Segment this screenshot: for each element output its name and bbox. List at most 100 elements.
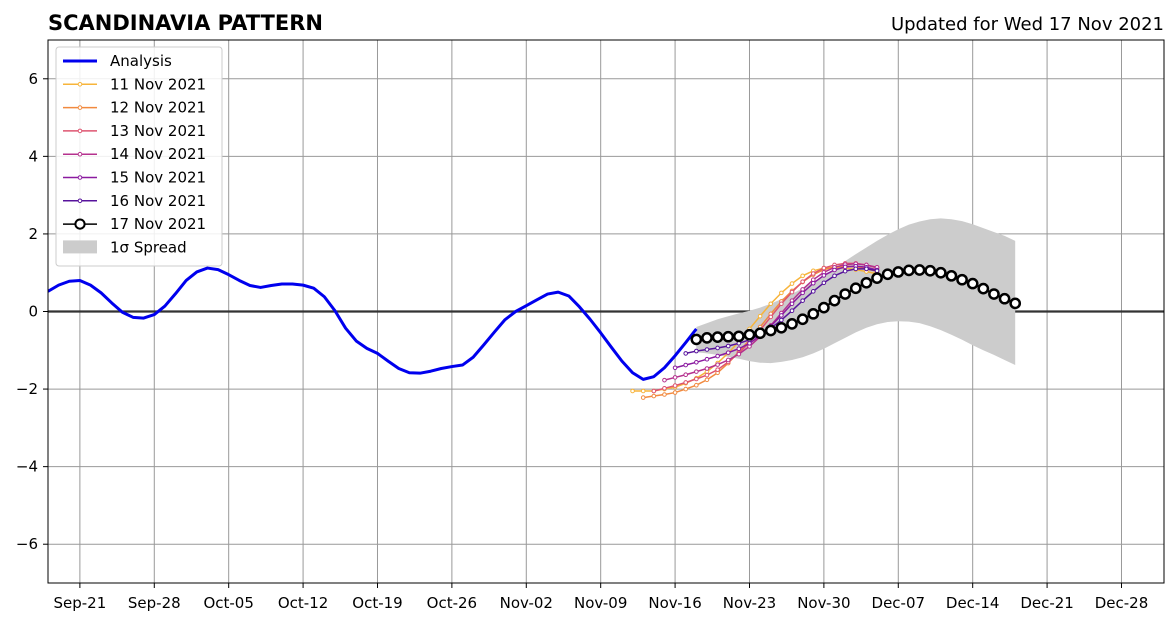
analysis-series: [48, 266, 698, 381]
current-forecast-point: [849, 282, 862, 295]
legend-item: 17 Nov 2021: [63, 215, 206, 233]
x-tick-label: Oct-12: [278, 594, 328, 612]
forecast-point: [821, 280, 827, 286]
forecast-point: [662, 385, 667, 391]
y-tick-label: −6: [16, 535, 38, 553]
forecast-point: [800, 279, 805, 284]
legend-marker: [77, 82, 83, 87]
current-forecast-point: [881, 268, 894, 281]
legend-marker: [74, 218, 86, 230]
forecast-point: [651, 393, 657, 399]
x-tick-label: Sep-28: [128, 594, 181, 612]
legend-marker: [77, 105, 83, 110]
x-tick-label: Nov-23: [723, 594, 776, 612]
forecast-point: [672, 365, 678, 371]
x-tick-label: Nov-09: [574, 594, 627, 612]
legend-label: 1σ Spread: [110, 238, 187, 256]
forecast-point: [683, 362, 689, 368]
current-forecast-point: [924, 264, 937, 277]
current-forecast-point: [786, 318, 798, 330]
current-forecast-point: [828, 294, 841, 307]
forecast-point: [683, 386, 689, 392]
forecast-point: [640, 395, 646, 400]
current-forecast-point: [966, 277, 979, 290]
current-forecast-point: [690, 333, 703, 346]
chart-title: SCANDINAVIA PATTERN: [48, 11, 323, 35]
legend-marker: [77, 151, 83, 157]
forecast-point: [789, 308, 795, 314]
x-tick-label: Dec-28: [1095, 594, 1149, 612]
forecast-point: [672, 390, 678, 395]
current-forecast-point: [775, 321, 788, 334]
forecast-line: [653, 262, 878, 392]
legend-item: 15 Nov 2021: [63, 169, 206, 187]
forecast-point: [864, 266, 869, 272]
forecast-point: [715, 367, 720, 372]
forecast-point: [789, 289, 795, 295]
legend-swatch: [63, 240, 97, 254]
current-forecast-point: [722, 330, 735, 343]
legend-item: 11 Nov 2021: [63, 75, 206, 93]
current-forecast-point: [892, 266, 905, 278]
legend-label: 15 Nov 2021: [110, 169, 206, 187]
legend-marker: [77, 198, 83, 204]
forecast-point: [736, 346, 742, 352]
forecast-point: [842, 268, 848, 274]
x-tick-label: Dec-07: [872, 594, 926, 612]
forecast-point: [683, 380, 689, 385]
forecast-point: [874, 268, 880, 274]
forecast-point: [768, 314, 774, 320]
forecast-point: [810, 271, 816, 276]
forecast-point: [704, 372, 710, 378]
forecast-point: [779, 313, 784, 318]
forecast-point: [789, 301, 795, 307]
forecast-point: [715, 353, 720, 359]
current-forecast-point: [988, 288, 1000, 300]
current-forecast-point: [754, 327, 766, 340]
plot-area: [48, 218, 1022, 400]
current-forecast-point: [839, 288, 851, 300]
legend-item: 16 Nov 2021: [63, 192, 206, 210]
forecast-point: [800, 290, 805, 296]
forecast-point: [853, 266, 859, 272]
forecast-point: [725, 350, 731, 355]
forecast-point: [779, 317, 784, 323]
legend-box: [55, 46, 223, 267]
forecast-point: [694, 360, 699, 365]
x-tick-label: Oct-26: [427, 594, 477, 612]
current-forecast-point: [945, 269, 958, 282]
legend-item: 12 Nov 2021: [63, 99, 206, 117]
current-forecast-point: [764, 324, 777, 337]
forecast-point: [704, 377, 710, 383]
x-tick-label: Nov-16: [648, 594, 701, 612]
forecast-point: [789, 281, 795, 286]
legend-label: Analysis: [110, 52, 172, 70]
current-forecast-point: [743, 328, 756, 341]
forecast-point: [694, 348, 699, 354]
forecast-point: [630, 388, 635, 394]
forecast-point: [842, 264, 848, 270]
analysis-line: [48, 266, 698, 381]
forecast-point: [725, 343, 731, 349]
y-tick-label: 6: [28, 70, 38, 88]
forecast-point: [662, 377, 667, 383]
legend-item: 1σ Spread: [63, 238, 187, 256]
forecast-point: [715, 345, 720, 351]
forecast-point: [757, 313, 763, 319]
forecast-point: [640, 388, 646, 394]
forecast-point: [821, 273, 827, 278]
current-forecast-point: [998, 292, 1011, 305]
x-tick-label: Nov-02: [500, 594, 553, 612]
forecast-point: [821, 265, 827, 271]
x-tick-label: Dec-14: [946, 594, 1000, 612]
forecast-point: [704, 366, 710, 371]
current-forecast-point: [871, 272, 883, 284]
x-tick-label: Oct-05: [203, 594, 253, 612]
x-tick-label: Nov-30: [797, 594, 850, 612]
x-tick-label: Oct-19: [352, 594, 402, 612]
y-tick-label: 4: [28, 147, 38, 165]
legend-marker: [77, 128, 83, 134]
forecast-point: [800, 298, 805, 303]
legend-label: 13 Nov 2021: [110, 122, 206, 140]
chart-subtitle: Updated for Wed 17 Nov 2021: [891, 14, 1164, 35]
